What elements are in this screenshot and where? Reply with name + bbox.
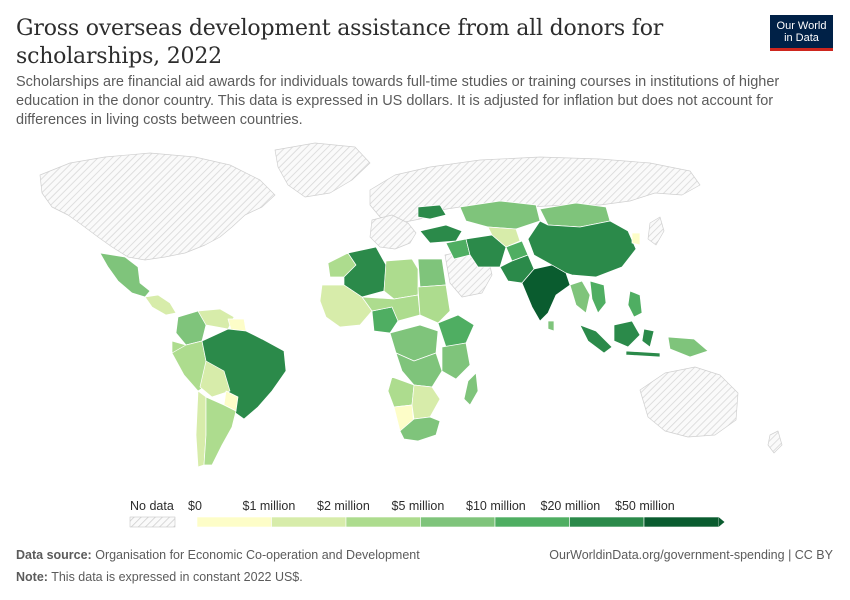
legend-bin-label: $1 million [242, 499, 296, 513]
region-madagascar [463, 372, 479, 406]
region-europe-russia [369, 156, 701, 224]
world-map [39, 142, 783, 468]
region-india [521, 264, 571, 322]
logo-line-2: in Data [784, 32, 819, 44]
region-papua-new-guinea [667, 336, 709, 358]
region-sudan [417, 284, 451, 324]
legend-bin-swatch [196, 516, 272, 528]
legend-bin-label: $5 million [391, 499, 445, 513]
legend-bin-label: $20 million [540, 499, 601, 513]
legend-bin-label: $2 million [317, 499, 370, 513]
legend-bin-swatch [643, 516, 719, 528]
region-china [527, 220, 637, 278]
region-western-europe [369, 214, 417, 250]
legend-bin-swatch [494, 516, 570, 528]
region-greenland [274, 142, 371, 198]
region-borneo [613, 320, 641, 348]
region-turkey [419, 224, 463, 244]
region-west-africa [319, 284, 373, 328]
region-australia [639, 366, 739, 438]
region-sri-lanka [547, 320, 555, 332]
legend-bin-swatch [569, 516, 645, 528]
region-new-zealand [767, 430, 783, 454]
legend-bin-label: $0 [188, 499, 202, 513]
region-ethiopia [437, 314, 475, 348]
region-egypt [417, 258, 447, 288]
region-mexico [99, 252, 151, 298]
legend-bin-label: $50 million [615, 499, 675, 513]
note-label: Note: [16, 570, 48, 584]
chart-title: Gross overseas development assistance fr… [16, 16, 664, 69]
legend-bin-swatch [420, 516, 496, 528]
region-bolivia [199, 360, 231, 398]
region-central-america [144, 294, 177, 316]
region-timor-islands [625, 350, 661, 358]
legend-arrow-tip [718, 517, 725, 527]
legend-bin-swatch [271, 516, 347, 528]
chart-subtitle: Scholarships are financial aid awards fo… [16, 74, 780, 128]
legend-no-data-label: No data [130, 499, 174, 513]
footer-note: Note: This data is expressed in constant… [16, 570, 303, 584]
owid-logo[interactable]: Our World in Data [770, 15, 833, 51]
region-kazakhstan [459, 200, 541, 230]
legend-scale [129, 516, 725, 528]
region-philippines [627, 290, 643, 318]
legend-bin-swatch [345, 516, 421, 528]
region-south-africa [399, 416, 441, 442]
region-ukraine [417, 204, 447, 220]
source-label: Data source: [16, 548, 92, 562]
region-north-america [39, 152, 276, 261]
region-vietnam-laos [589, 280, 607, 314]
region-dr-congo [395, 352, 443, 388]
legend-bin-label: $10 million [466, 499, 526, 513]
legend-no-data-swatch [129, 516, 176, 528]
region-argentina [203, 396, 237, 466]
logo-line-1: Our World [776, 20, 827, 32]
footer-url[interactable]: OurWorldinData.org/government-spending |… [549, 548, 833, 562]
region-japan [647, 216, 665, 246]
region-botswana-zambia [411, 384, 441, 420]
footer-source: Data source: Organisation for Economic C… [16, 548, 420, 562]
source-text[interactable]: Organisation for Economic Co-operation a… [95, 548, 420, 562]
region-central-asia [487, 226, 521, 248]
region-sumatra-java [579, 324, 613, 354]
legend: No data $0 $1 million $2 million $5 million… [0, 495, 850, 535]
region-sulawesi [641, 328, 655, 348]
logo-accent-bar [770, 48, 833, 51]
region-myanmar-thailand [569, 280, 591, 314]
region-angola [387, 376, 415, 408]
note-text: This data is expressed in constant 2022 … [51, 570, 303, 584]
region-libya [383, 258, 419, 300]
region-east-africa [441, 342, 471, 380]
region-korea [631, 232, 641, 246]
region-chad-niger [361, 294, 421, 322]
